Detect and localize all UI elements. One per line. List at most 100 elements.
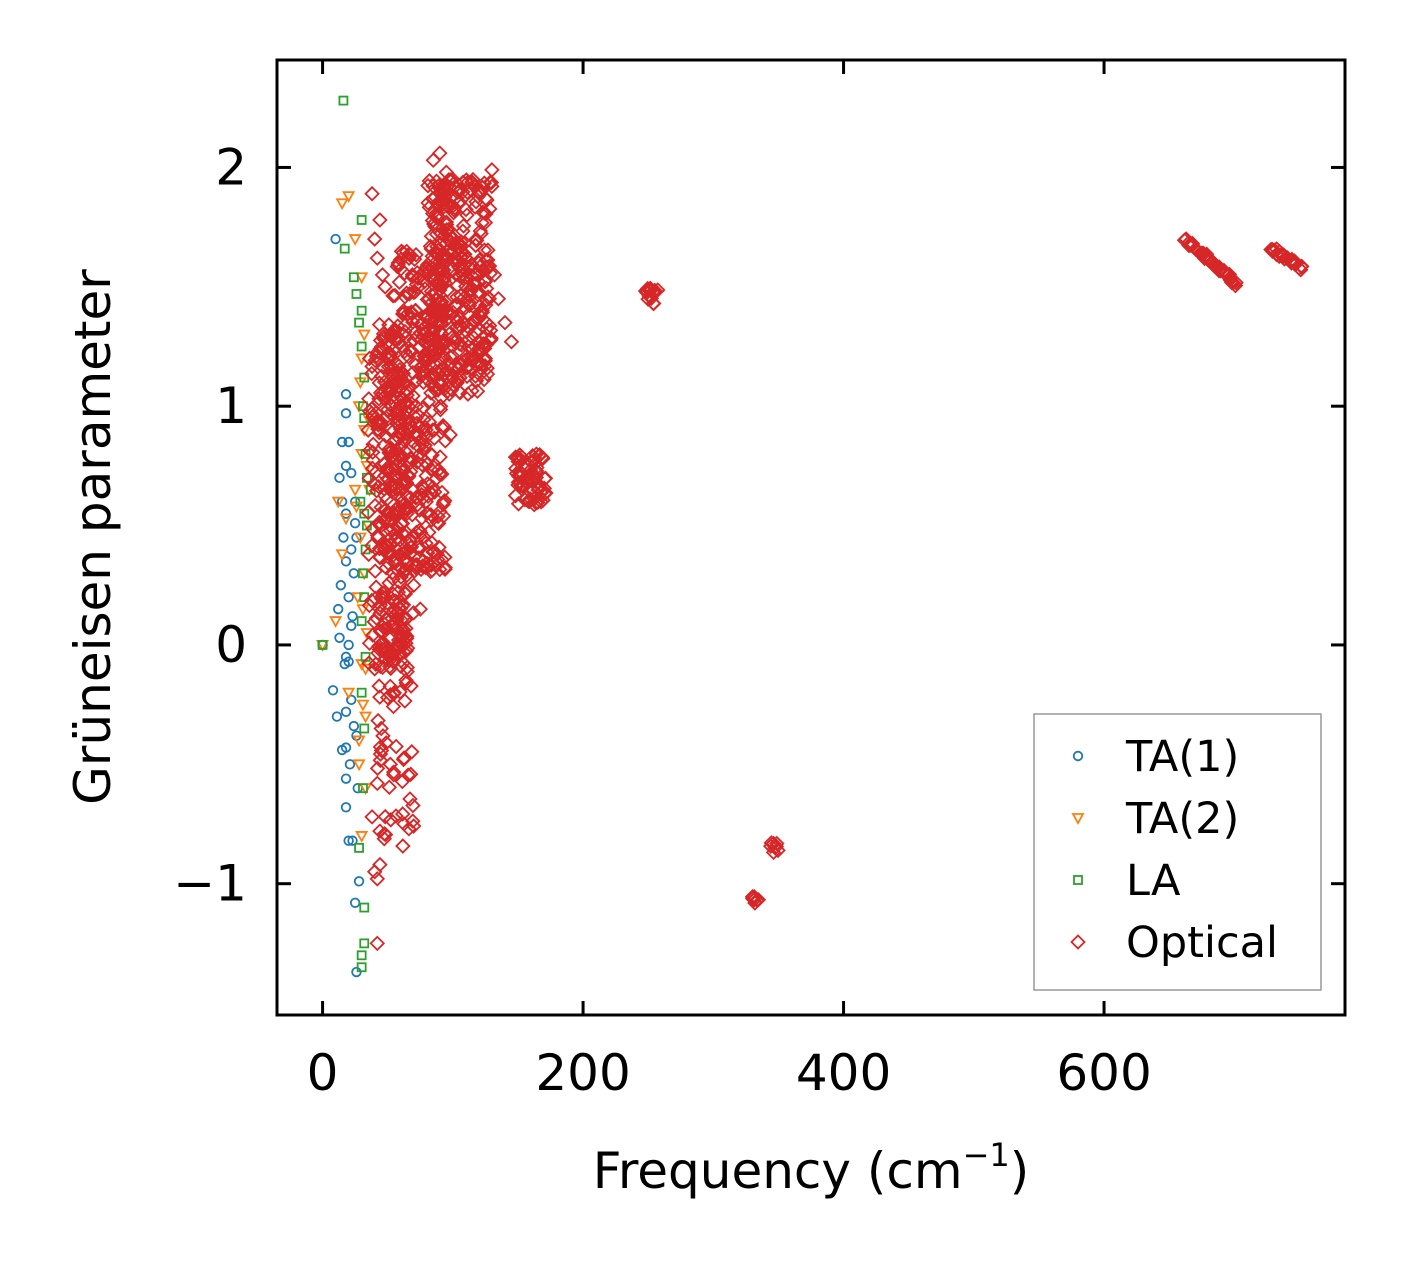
data-point-optical: [475, 204, 491, 220]
data-point-ta1: [348, 568, 360, 579]
data-point-optical: [396, 565, 412, 581]
x-axis-label-close: ): [1010, 1142, 1030, 1200]
data-point-optical: [520, 493, 537, 510]
data-point-optical: [400, 348, 417, 365]
data-point-optical: [451, 253, 468, 270]
data-point-optical: [451, 194, 468, 210]
data-point-ta1: [353, 876, 365, 887]
data-point-ta1: [340, 773, 352, 784]
data-point-optical: [450, 240, 467, 257]
data-point-optical: [360, 504, 376, 521]
data-point-optical: [435, 199, 452, 215]
data-point-optical: [468, 232, 485, 249]
data-point-optical: [429, 546, 445, 563]
data-point-optical: [454, 267, 471, 283]
data-point-ta2: [355, 272, 369, 285]
x-axis-label: Frequency (cm−1): [593, 1136, 1030, 1200]
data-point-optical: [428, 246, 445, 263]
data-point-optical: [468, 231, 485, 247]
data-point-optical: [472, 367, 488, 383]
data-point-optical: [486, 267, 503, 283]
data-point-optical: [390, 255, 407, 271]
data-point-optical: [442, 179, 459, 196]
data-point-optical: [530, 479, 547, 496]
series-ta-1-: [317, 233, 365, 978]
data-point-ta1: [338, 532, 349, 543]
x-axis-label-text: Frequency (cm: [593, 1142, 963, 1200]
data-point-optical: [405, 797, 421, 814]
data-point-optical: [371, 678, 387, 694]
data-point-optical: [640, 291, 656, 307]
data-point-ta1: [347, 611, 358, 622]
data-point-la: [354, 842, 364, 853]
data-point-optical: [425, 271, 442, 288]
data-point-optical: [369, 775, 386, 792]
data-point-optical: [447, 330, 463, 347]
data-point-optical: [384, 441, 401, 458]
data-point-optical: [397, 586, 414, 602]
data-point-optical: [393, 425, 409, 442]
data-point-optical: [390, 520, 407, 536]
data-point-optical: [451, 183, 468, 200]
data-point-ta2: [360, 628, 374, 640]
data-point-optical: [451, 384, 468, 400]
data-point-optical: [364, 409, 381, 425]
data-point-optical: [373, 368, 390, 384]
data-point-optical: [370, 530, 386, 546]
data-point-optical: [392, 369, 409, 386]
data-point-optical: [390, 562, 407, 579]
data-point-optical: [381, 779, 398, 795]
data-point-optical: [394, 806, 411, 822]
data-point-optical: [405, 605, 422, 621]
data-point-ta1: [349, 517, 361, 529]
data-point-optical: [398, 500, 414, 517]
data-point-optical: [503, 333, 520, 350]
legend-marker: [1070, 934, 1086, 950]
data-point-optical: [400, 767, 416, 783]
data-point-optical: [417, 453, 433, 470]
data-point-optical: [385, 615, 402, 631]
data-point-optical: [364, 809, 380, 825]
data-point-optical: [432, 449, 448, 465]
data-point-optical: [430, 242, 446, 259]
data-point-ta1: [343, 835, 354, 846]
data-point-optical: [407, 357, 424, 373]
data-point-ta2: [348, 484, 362, 497]
data-point-la: [358, 568, 368, 579]
data-point-optical: [360, 422, 376, 438]
data-point-optical: [395, 303, 412, 319]
data-point-optical: [453, 287, 469, 304]
data-point-la: [356, 950, 367, 961]
data-point-optical: [526, 469, 542, 485]
data-point-optical: [373, 720, 389, 737]
data-point-optical: [477, 350, 494, 367]
data-point-optical: [377, 279, 393, 295]
data-point-ta1: [336, 436, 348, 448]
data-point-ta1: [346, 620, 357, 632]
data-point-optical: [404, 744, 420, 760]
data-point-ta2: [359, 711, 373, 724]
data-point-optical: [526, 452, 542, 469]
data-point-optical: [397, 611, 414, 628]
data-point-optical: [477, 214, 494, 231]
data-point-optical: [767, 840, 783, 856]
data-point-ta1: [348, 720, 360, 732]
data-point-optical: [386, 552, 403, 568]
data-point-optical: [383, 346, 399, 362]
data-point-optical: [403, 678, 419, 694]
data-point-ta2: [335, 198, 349, 211]
data-point-optical: [395, 391, 412, 407]
data-point-optical: [426, 369, 443, 385]
data-point-optical: [750, 891, 767, 908]
data-point-optical: [465, 351, 482, 367]
y-tick-label: 1: [215, 377, 247, 435]
data-point-optical: [477, 353, 494, 369]
data-point-optical: [398, 630, 415, 647]
data-point-optical: [464, 382, 480, 399]
data-point-optical: [437, 561, 453, 577]
data-point-optical: [454, 184, 471, 200]
data-point-la: [354, 317, 364, 328]
data-point-optical: [434, 466, 450, 482]
data-point-optical: [397, 317, 413, 334]
data-point-la: [339, 243, 350, 254]
